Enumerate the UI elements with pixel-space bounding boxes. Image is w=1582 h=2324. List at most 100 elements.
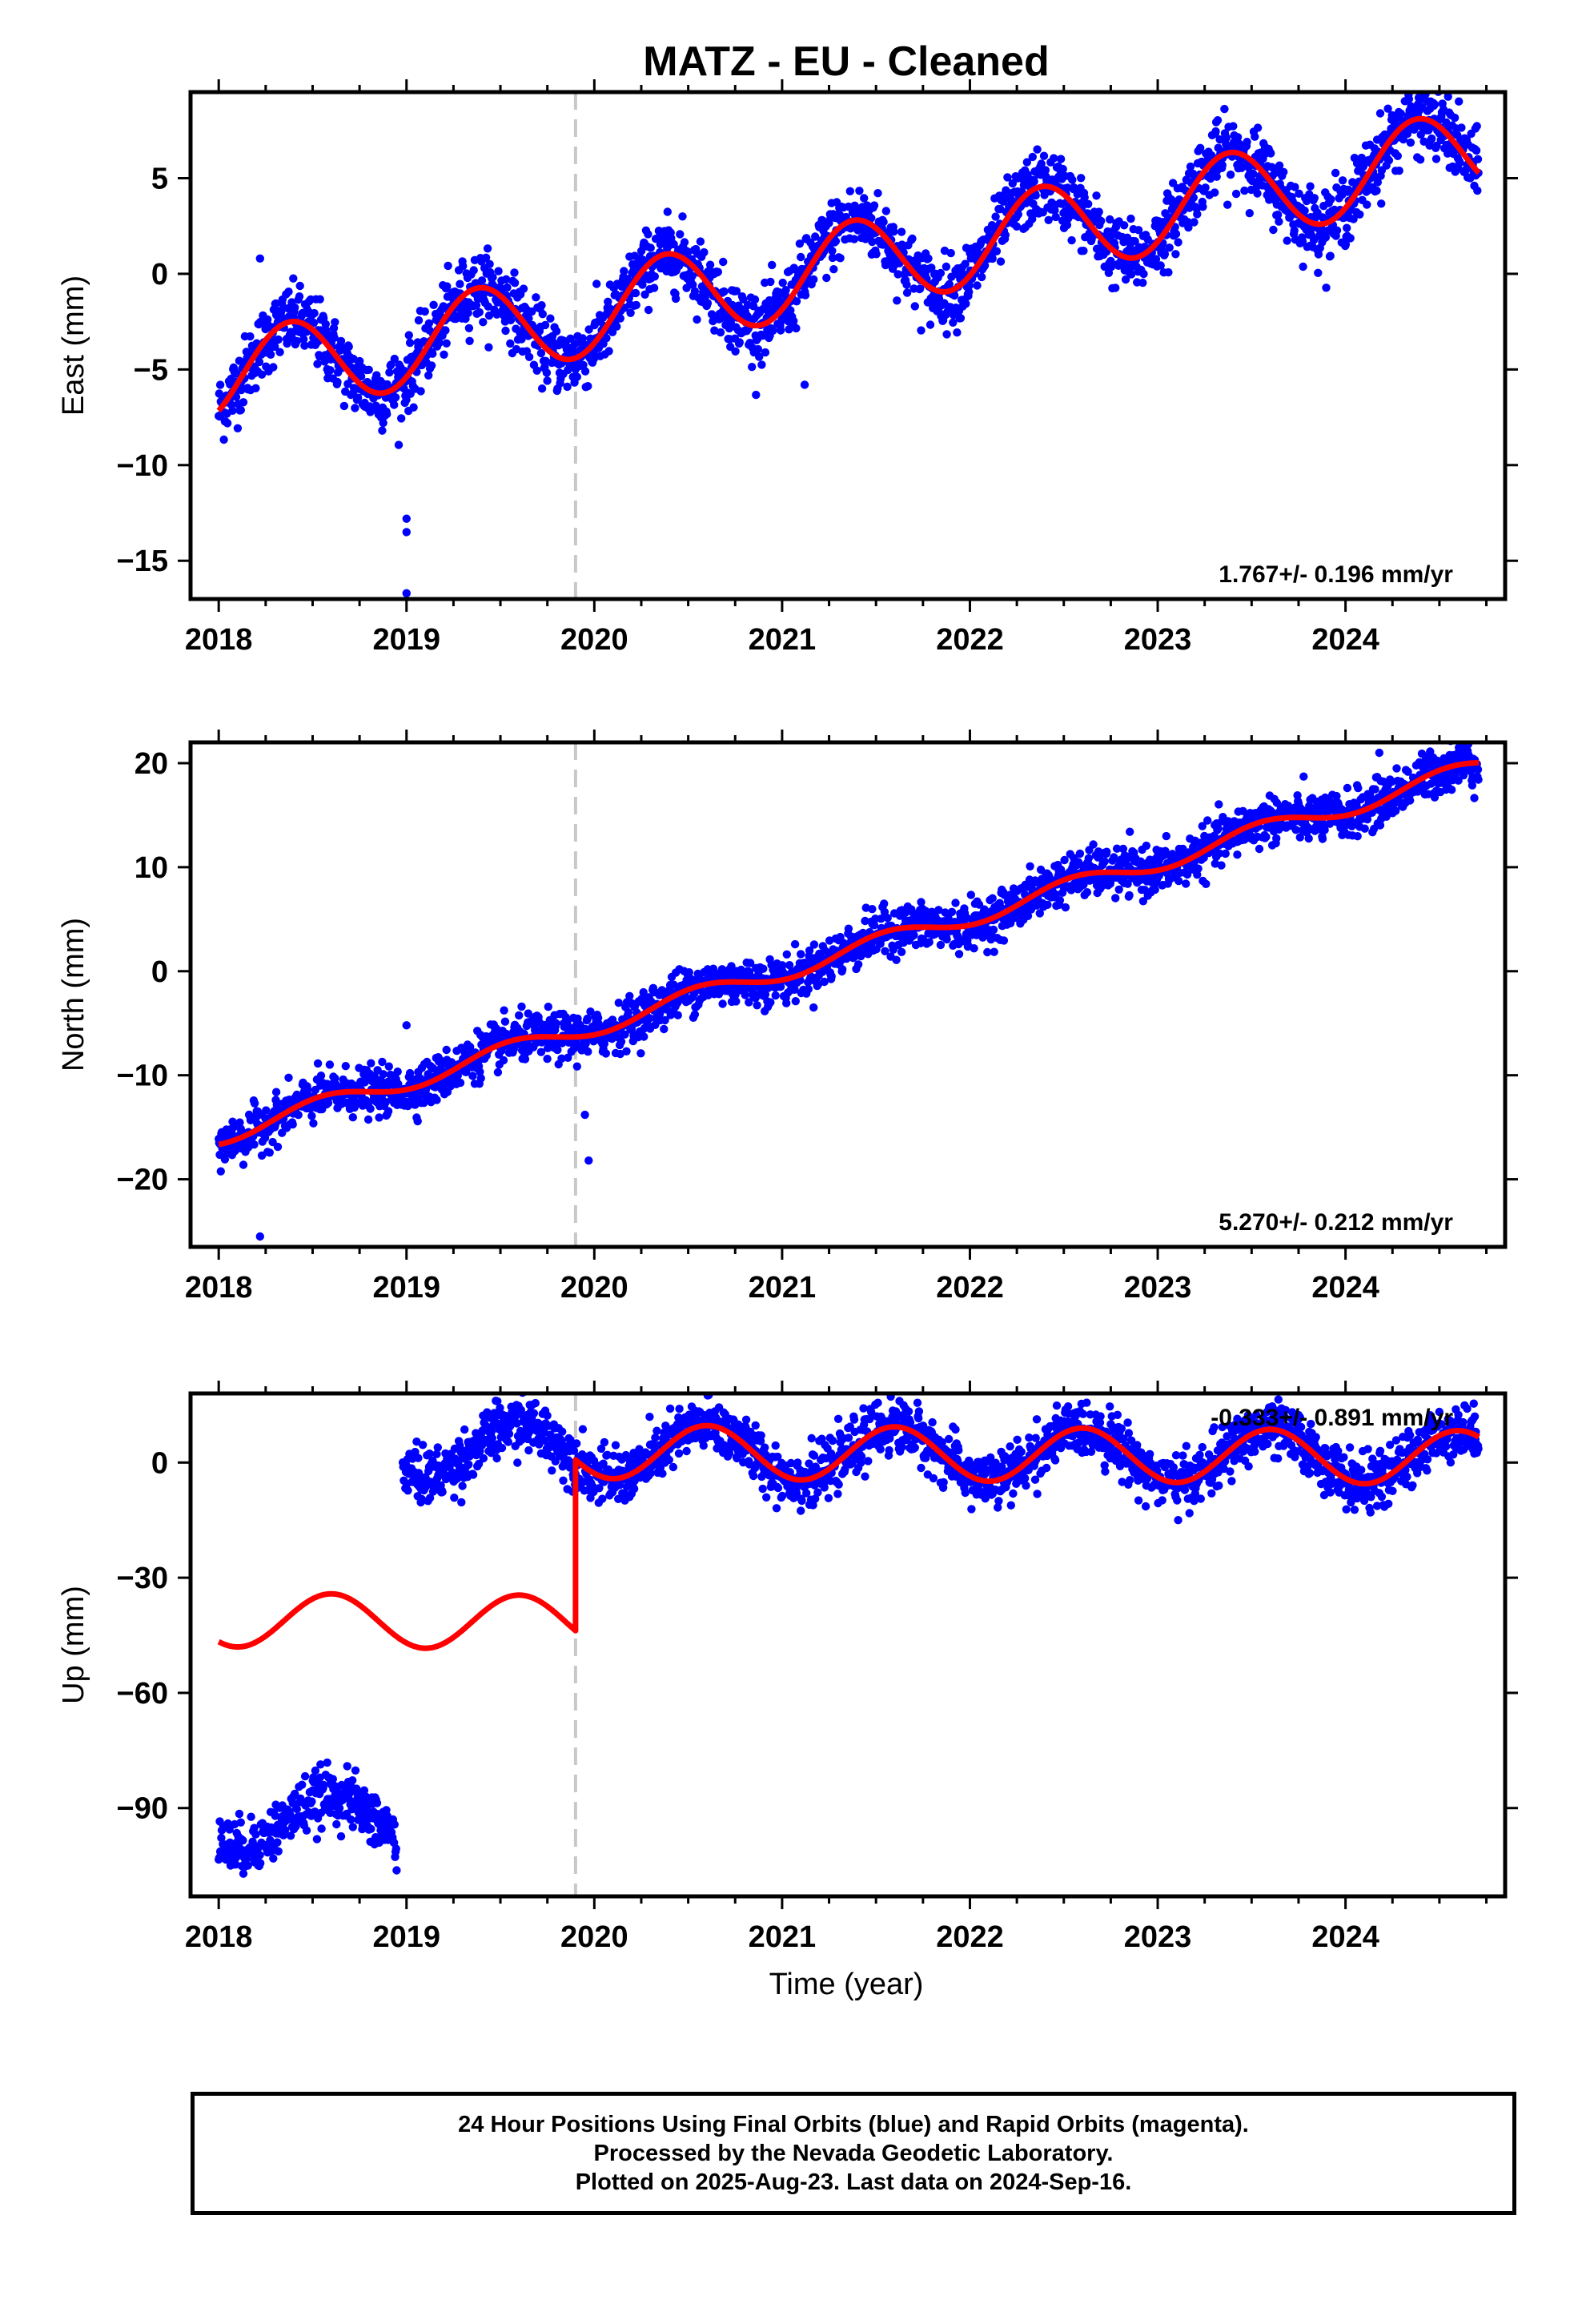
- data-point: [502, 275, 511, 283]
- data-point: [996, 257, 1006, 266]
- data-point: [464, 324, 474, 332]
- x-tick-label: 2024: [1311, 623, 1379, 657]
- data-point: [725, 324, 734, 333]
- data-point: [219, 435, 228, 444]
- data-point: [1299, 262, 1307, 271]
- data-point: [855, 187, 864, 195]
- data-point: [500, 1006, 508, 1015]
- data-point: [1353, 832, 1362, 841]
- data-point: [309, 1119, 318, 1128]
- data-point: [1114, 885, 1123, 895]
- data-point: [269, 363, 278, 372]
- data-point: [540, 320, 550, 330]
- data-point: [910, 302, 920, 311]
- data-points: [215, 68, 1483, 598]
- data-point: [1089, 840, 1098, 849]
- data-point: [416, 1075, 425, 1084]
- data-point: [391, 393, 400, 402]
- data-point: [1028, 215, 1037, 223]
- data-point: [336, 336, 346, 346]
- data-point: [1037, 159, 1046, 168]
- data-point: [236, 405, 245, 415]
- data-point: [678, 212, 687, 221]
- data-point: [1468, 781, 1477, 790]
- data-point: [604, 347, 613, 356]
- data-point: [822, 273, 831, 283]
- data-point: [790, 265, 799, 274]
- data-point: [926, 320, 935, 329]
- data-point: [510, 279, 520, 287]
- data-point: [999, 936, 1009, 945]
- data-point: [992, 247, 1002, 255]
- data-point: [602, 334, 611, 343]
- data-point: [1167, 195, 1176, 204]
- data-point: [913, 262, 922, 271]
- data-point: [755, 352, 764, 361]
- data-point: [946, 248, 955, 258]
- data-point: [761, 348, 770, 357]
- data-point: [1274, 210, 1283, 219]
- data-point: [405, 338, 415, 348]
- data-point: [288, 1120, 297, 1129]
- data-point: [295, 281, 304, 291]
- data-point: [753, 344, 763, 354]
- data-point: [752, 390, 761, 400]
- data-point: [1193, 210, 1202, 219]
- data-point: [520, 1055, 530, 1063]
- data-point: [1223, 200, 1232, 209]
- data-point: [789, 316, 798, 325]
- data-point: [1403, 129, 1412, 139]
- data-point: [402, 396, 411, 404]
- data-point: [990, 947, 998, 956]
- data-point: [255, 357, 264, 367]
- data-point: [792, 297, 801, 306]
- data-point: [1190, 218, 1199, 227]
- data-point: [584, 382, 592, 391]
- data-point: [571, 340, 580, 348]
- data-point: [600, 1039, 609, 1048]
- data-point: [797, 252, 805, 262]
- data-point: [1371, 785, 1379, 794]
- data-point: [696, 237, 705, 246]
- data-point: [1126, 270, 1136, 279]
- data-point: [909, 931, 918, 940]
- data-point: [638, 280, 647, 289]
- data-point: [563, 382, 572, 392]
- data-point: [1043, 900, 1052, 910]
- data-point: [1300, 206, 1309, 215]
- data-point: [333, 377, 342, 387]
- data-point: [1354, 783, 1363, 793]
- data-point: [644, 230, 652, 239]
- data-point: [680, 238, 689, 247]
- data-point: [271, 1088, 281, 1096]
- data-point: [246, 332, 255, 341]
- data-point: [465, 336, 474, 345]
- data-point: [1184, 223, 1193, 232]
- data-point: [592, 279, 601, 288]
- model-curve: [216, 115, 1481, 413]
- data-point: [1233, 850, 1242, 859]
- data-point: [838, 965, 847, 974]
- panel-north: 2018 2019 2020 2021 2022 2023 202420100−10−20N…: [57, 730, 1518, 1305]
- plot-area: [215, 742, 1483, 1247]
- data-point: [506, 339, 515, 348]
- data-point: [366, 1104, 375, 1113]
- data-point: [339, 401, 349, 411]
- data-point: [262, 1106, 271, 1115]
- data-point: [1338, 176, 1347, 185]
- data-point: [344, 342, 353, 352]
- data-point: [1160, 250, 1170, 259]
- data-point: [980, 261, 990, 270]
- data-point: [536, 348, 546, 358]
- data-point: [543, 376, 552, 385]
- data-point: [378, 426, 387, 435]
- data-point: [716, 328, 725, 337]
- data-point: [220, 1155, 230, 1164]
- data-point: [235, 1118, 244, 1127]
- data-point: [1253, 189, 1262, 198]
- data-point: [951, 899, 960, 907]
- data-point: [1151, 255, 1161, 263]
- data-point: [1411, 68, 1419, 76]
- data-point: [442, 1045, 451, 1055]
- data-point: [954, 950, 964, 959]
